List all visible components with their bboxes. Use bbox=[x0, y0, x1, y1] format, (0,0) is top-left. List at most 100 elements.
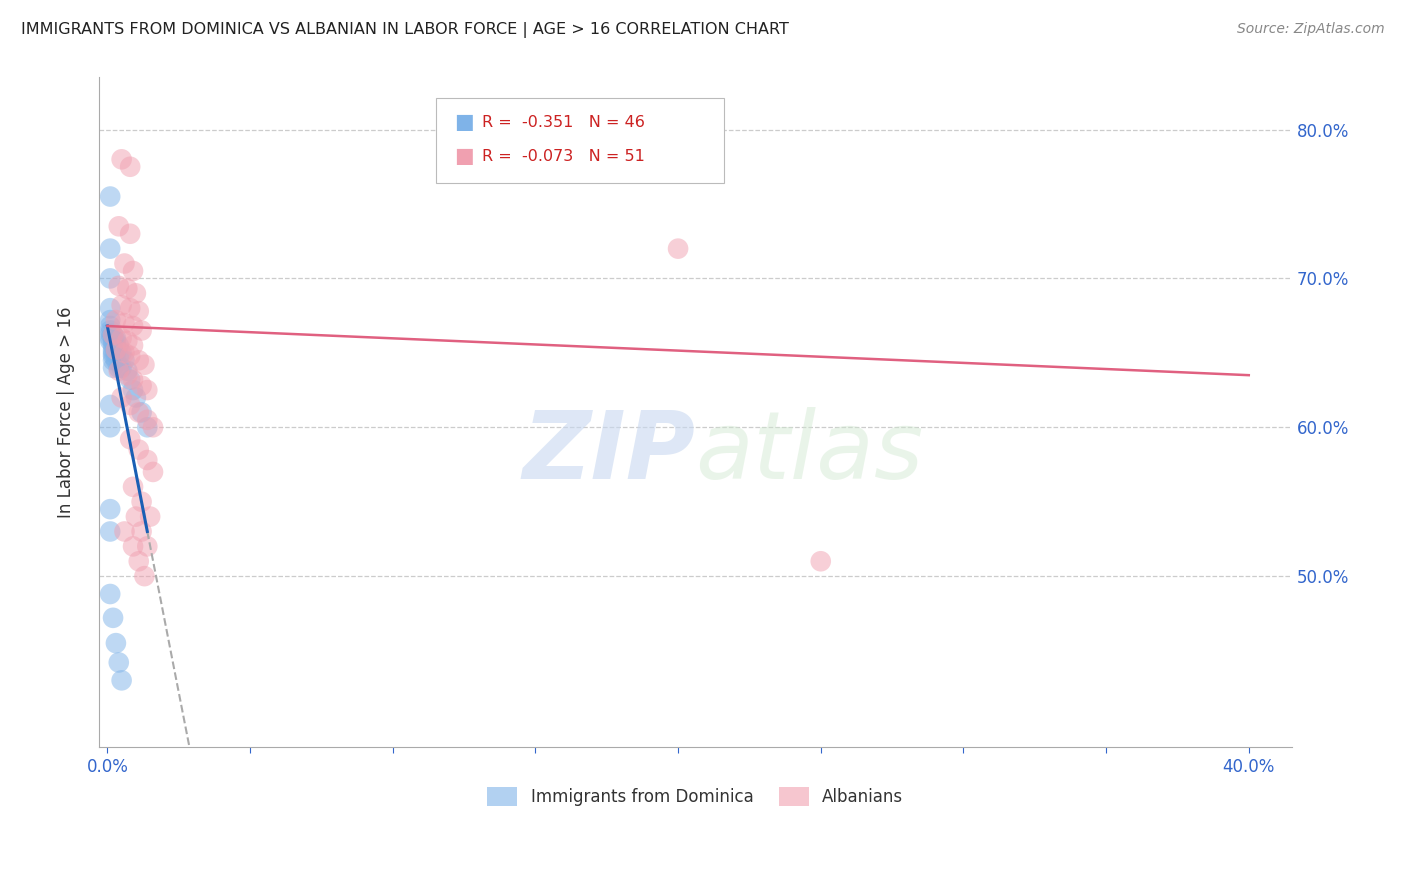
Text: ZIP: ZIP bbox=[522, 407, 695, 499]
Point bbox=[136, 413, 159, 427]
Point bbox=[101, 328, 124, 343]
Point bbox=[114, 256, 136, 270]
Point bbox=[122, 338, 145, 352]
Point bbox=[136, 453, 159, 467]
Point bbox=[122, 319, 145, 334]
Point bbox=[122, 264, 145, 278]
Point bbox=[136, 540, 159, 554]
Point bbox=[125, 286, 148, 301]
Point bbox=[114, 346, 136, 360]
Point bbox=[98, 326, 121, 341]
Point bbox=[139, 509, 162, 524]
Point bbox=[117, 334, 139, 348]
Point bbox=[131, 405, 153, 419]
Point bbox=[98, 313, 121, 327]
Point bbox=[117, 282, 139, 296]
Point bbox=[107, 656, 129, 670]
Point bbox=[122, 383, 145, 397]
Point bbox=[128, 304, 150, 318]
Point bbox=[98, 324, 121, 338]
Point bbox=[111, 331, 134, 345]
Point bbox=[120, 227, 142, 241]
Point bbox=[98, 398, 121, 412]
Point bbox=[131, 494, 153, 508]
Point bbox=[107, 278, 129, 293]
Point bbox=[131, 324, 153, 338]
Point bbox=[101, 349, 124, 363]
Point bbox=[128, 353, 150, 368]
Point bbox=[107, 349, 129, 363]
Point bbox=[134, 569, 156, 583]
Point bbox=[101, 353, 124, 368]
Point bbox=[117, 364, 139, 378]
Point bbox=[111, 673, 134, 688]
Point bbox=[101, 611, 124, 625]
Point bbox=[142, 420, 165, 434]
Point bbox=[98, 301, 121, 315]
Point bbox=[104, 346, 127, 360]
Point bbox=[98, 242, 121, 256]
Point bbox=[128, 442, 150, 457]
Point bbox=[104, 334, 127, 348]
Text: Source: ZipAtlas.com: Source: ZipAtlas.com bbox=[1237, 22, 1385, 37]
Point bbox=[114, 316, 136, 330]
Point bbox=[111, 391, 134, 405]
Point bbox=[136, 383, 159, 397]
Point bbox=[128, 405, 150, 419]
Point bbox=[810, 554, 832, 568]
Point bbox=[128, 554, 150, 568]
Point bbox=[98, 420, 121, 434]
Point bbox=[114, 524, 136, 539]
Point bbox=[122, 540, 145, 554]
Point bbox=[104, 343, 127, 357]
Point bbox=[111, 346, 134, 360]
Point bbox=[107, 364, 129, 378]
Text: IMMIGRANTS FROM DOMINICA VS ALBANIAN IN LABOR FORCE | AGE > 16 CORRELATION CHART: IMMIGRANTS FROM DOMINICA VS ALBANIAN IN … bbox=[21, 22, 789, 38]
Point bbox=[107, 219, 129, 234]
Point bbox=[107, 360, 129, 375]
Point bbox=[120, 432, 142, 446]
Point bbox=[98, 524, 121, 539]
Point bbox=[120, 373, 142, 387]
Point bbox=[104, 636, 127, 650]
Text: ■: ■ bbox=[454, 146, 474, 166]
Point bbox=[111, 153, 134, 167]
Point bbox=[107, 338, 129, 352]
Point bbox=[101, 338, 124, 352]
Text: R =  -0.351   N = 46: R = -0.351 N = 46 bbox=[482, 115, 645, 129]
Point bbox=[131, 378, 153, 392]
Point bbox=[101, 360, 124, 375]
Point bbox=[101, 346, 124, 360]
Point bbox=[98, 334, 121, 348]
Point bbox=[111, 298, 134, 312]
Point bbox=[104, 338, 127, 352]
Legend: Immigrants from Dominica, Albanians: Immigrants from Dominica, Albanians bbox=[481, 780, 910, 813]
Point bbox=[120, 398, 142, 412]
Point bbox=[111, 360, 134, 375]
Point bbox=[142, 465, 165, 479]
Point bbox=[98, 189, 121, 203]
Point bbox=[120, 160, 142, 174]
Point bbox=[136, 420, 159, 434]
Point bbox=[117, 368, 139, 383]
Point bbox=[125, 509, 148, 524]
Point bbox=[134, 358, 156, 372]
Y-axis label: In Labor Force | Age > 16: In Labor Force | Age > 16 bbox=[58, 307, 75, 518]
Text: ■: ■ bbox=[454, 112, 474, 132]
Point bbox=[98, 502, 121, 516]
Point bbox=[101, 334, 124, 348]
Point bbox=[104, 313, 127, 327]
Point bbox=[114, 353, 136, 368]
Point bbox=[125, 391, 148, 405]
Point bbox=[104, 353, 127, 368]
Text: R =  -0.073   N = 51: R = -0.073 N = 51 bbox=[482, 149, 645, 163]
Point bbox=[122, 480, 145, 494]
Point bbox=[98, 271, 121, 285]
Point bbox=[101, 331, 124, 345]
Point bbox=[104, 343, 127, 357]
Point bbox=[104, 331, 127, 345]
Point bbox=[120, 349, 142, 363]
Point bbox=[98, 331, 121, 345]
Point bbox=[98, 587, 121, 601]
Text: atlas: atlas bbox=[695, 407, 924, 498]
